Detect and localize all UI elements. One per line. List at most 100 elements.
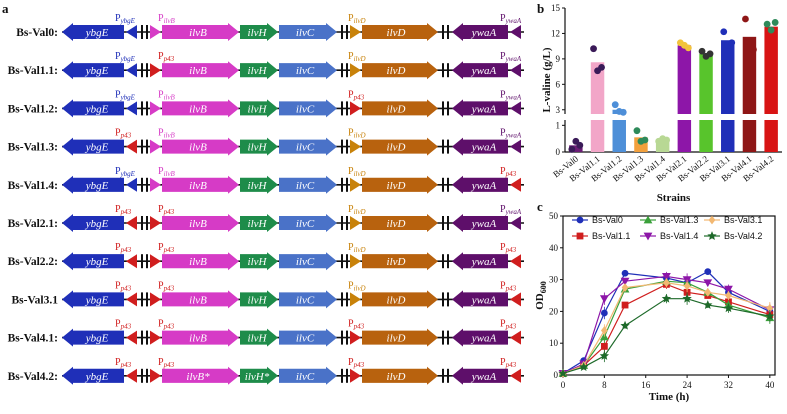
terminator-bar (346, 101, 348, 116)
ywaA-promoter (510, 25, 521, 39)
ilvD-label: ilvD (387, 65, 406, 77)
ilvD-promoter-label: PilvD (348, 13, 366, 25)
ywaA-label: ywaA (471, 65, 497, 77)
ilvB-promoter-label: Pp43 (158, 51, 175, 63)
ilvB-promoter-label: PilvB (158, 166, 176, 178)
ywaA-promoter (510, 216, 521, 230)
ilvD-promoter-label: PilvD (348, 128, 366, 140)
ilvD-label: ilvD (387, 256, 406, 268)
ilvB-promoter (150, 216, 161, 230)
terminator-bar (146, 25, 148, 39)
y-tick-label: 9 (556, 54, 561, 64)
data-point (619, 108, 627, 116)
construct-label: Bs-Val1.3: (8, 142, 58, 154)
data-point (663, 136, 671, 144)
series-marker (600, 326, 608, 335)
terminator-bar (442, 216, 444, 230)
terminator-bar (341, 63, 343, 78)
terminator-bar (447, 216, 449, 230)
x-tick-label: 40 (765, 380, 775, 390)
ywaA-promoter-label: PywaA (500, 13, 522, 25)
terminator-bar (346, 254, 348, 269)
construct-label: Bs-Val4.1: (8, 333, 58, 345)
terminator-bar (346, 292, 348, 307)
ilvB-gene (162, 214, 239, 232)
ilvH-gene (240, 137, 278, 156)
ilvH-label: ilvH (248, 333, 268, 345)
ywaA-promoter-label: PywaA (500, 204, 522, 216)
ybgE-gene (62, 61, 124, 80)
series-marker (766, 303, 774, 313)
ilvB-promoter (150, 101, 161, 116)
terminator-bar (442, 177, 444, 192)
ilvD-gene (362, 214, 438, 232)
legend-marker (707, 231, 717, 240)
ybgE-promoter (126, 330, 137, 345)
ilvC-label: ilvC (296, 103, 315, 115)
ywaA-gene (452, 137, 508, 156)
terminator-bar (146, 139, 148, 154)
ilvD-gene (362, 23, 438, 41)
panel-c-growth-curves: 0 8 16 24 32 40 0 10 20 30 40 50 Time (h) OD600 Bs-Val… (534, 211, 776, 403)
ybgE-label: ybgE (85, 256, 109, 268)
ywaA-gene (452, 328, 508, 347)
construct-label: Bs-Val2.2: (8, 256, 58, 268)
terminator-bar (346, 25, 348, 39)
ilvB-gene (162, 366, 239, 385)
bar (742, 36, 757, 114)
y-tick-label: 20 (549, 306, 559, 316)
ywaA-label: ywaA (471, 180, 497, 192)
ilvD-promoter (350, 292, 361, 307)
ilvD-promoter-label: PilvD (348, 280, 366, 292)
ywaA-label: ywaA (471, 333, 497, 345)
ilvC-label: ilvC (296, 142, 315, 154)
ilvD-label: ilvD (387, 371, 406, 383)
x-tick-label: 8 (602, 380, 607, 390)
legend-marker (708, 215, 716, 225)
ybgE-gene (62, 290, 124, 309)
terminator-bar (146, 216, 148, 230)
ybgE-promoter-label: Pp43 (115, 242, 132, 254)
bar (764, 120, 778, 152)
ywaA-gene (452, 61, 508, 80)
legend-marker (643, 215, 653, 224)
series-marker (723, 303, 734, 313)
bar (721, 120, 735, 152)
ybgE-gene (62, 328, 124, 347)
ilvD-promoter-label: Pp43 (348, 319, 365, 331)
terminator-bar (141, 330, 143, 345)
ybgE-label: ybgE (85, 218, 109, 230)
y-tick-label: 15 (551, 3, 561, 13)
ilvD-label: ilvD (387, 27, 406, 39)
ywaA-gene (452, 252, 508, 271)
terminator-bar (141, 292, 143, 307)
ybgE-promoter-label: PybgE (115, 13, 136, 25)
ilvH-gene (240, 61, 278, 80)
ilvD-gene (362, 137, 438, 156)
terminator-bar (146, 101, 148, 116)
ywaA-promoter-label: Pp43 (500, 319, 517, 331)
terminator-bar (141, 101, 143, 116)
series-marker (703, 279, 713, 288)
data-point (568, 145, 576, 153)
series-marker (663, 278, 670, 288)
ilvH-label: ilvH (248, 218, 268, 230)
series-marker (621, 301, 629, 309)
ilvB-promoter (150, 177, 161, 192)
terminator-bar (346, 368, 348, 383)
y-tick-label: 50 (549, 211, 559, 221)
series-marker (558, 368, 568, 378)
ywaA-label: ywaA (471, 103, 497, 115)
ywaA-promoter (510, 177, 521, 192)
ilvB-promoter-label: PilvB (158, 128, 176, 140)
ilvB-label: ilvB (189, 218, 207, 230)
ilvH-gene (240, 214, 278, 232)
ilvB-label: ilvB (189, 294, 207, 306)
data-point (767, 26, 775, 34)
terminator-bar (442, 254, 444, 269)
data-point (611, 101, 619, 109)
ybgE-label: ybgE (85, 333, 109, 345)
bar (590, 62, 605, 114)
bar (742, 120, 757, 152)
ilvD-promoter (350, 63, 361, 78)
